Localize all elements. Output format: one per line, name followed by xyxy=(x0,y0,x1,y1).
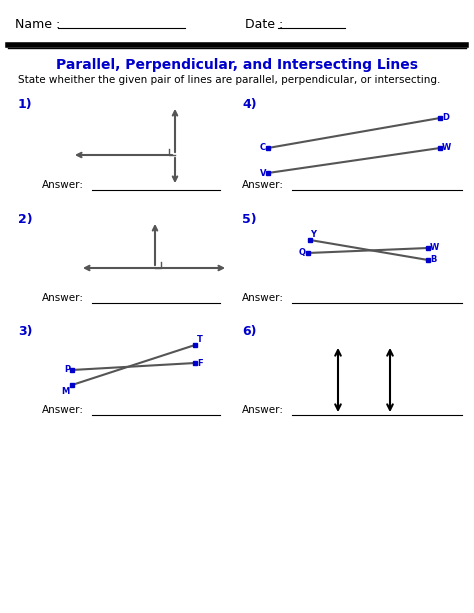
Text: Name :: Name : xyxy=(15,18,60,31)
Text: Answer:: Answer: xyxy=(42,405,84,415)
Text: C: C xyxy=(260,143,266,153)
Text: P: P xyxy=(64,365,70,375)
Text: Parallel, Perpendicular, and Intersecting Lines: Parallel, Perpendicular, and Intersectin… xyxy=(56,58,418,72)
Text: 6): 6) xyxy=(242,325,256,338)
Text: W: W xyxy=(430,243,439,253)
Text: 5): 5) xyxy=(242,213,256,226)
Text: Answer:: Answer: xyxy=(242,293,284,303)
Text: 1): 1) xyxy=(18,98,33,111)
Text: B: B xyxy=(430,256,437,264)
Text: Answer:: Answer: xyxy=(42,180,84,190)
Text: Answer:: Answer: xyxy=(42,293,84,303)
Text: Y: Y xyxy=(310,230,316,239)
Text: 2): 2) xyxy=(18,213,33,226)
Text: Answer:: Answer: xyxy=(242,405,284,415)
Text: 4): 4) xyxy=(242,98,256,111)
Text: State wheither the given pair of lines are parallel, perpendicular, or intersect: State wheither the given pair of lines a… xyxy=(18,75,440,85)
Text: V: V xyxy=(259,169,266,178)
Text: Q: Q xyxy=(299,248,306,257)
Text: T: T xyxy=(197,335,203,344)
Text: Answer:: Answer: xyxy=(242,180,284,190)
Text: 3): 3) xyxy=(18,325,33,338)
Text: Date :: Date : xyxy=(245,18,283,31)
Text: F: F xyxy=(197,359,202,368)
Text: W: W xyxy=(442,143,451,153)
Text: M: M xyxy=(62,387,70,396)
Text: D: D xyxy=(442,113,449,123)
